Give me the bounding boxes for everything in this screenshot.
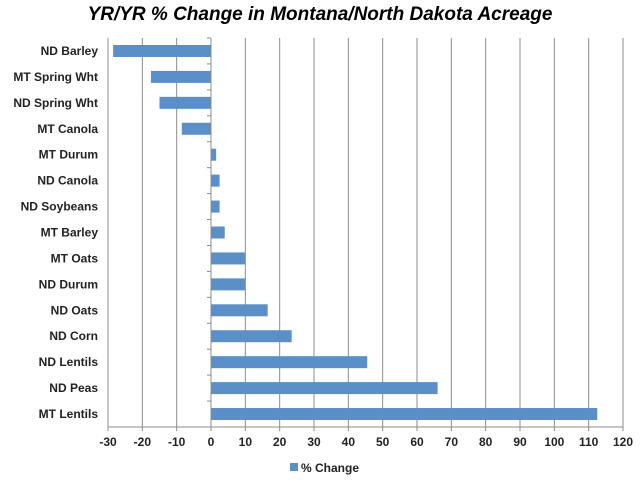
category-label: ND Soybeans	[21, 200, 99, 214]
x-tick-label: -10	[168, 435, 186, 449]
bar-mt-canola	[181, 122, 211, 135]
legend-label: % Change	[301, 461, 359, 475]
category-label: MT Lentils	[39, 407, 99, 421]
x-tick-label: 120	[613, 435, 633, 449]
x-tick-label: -20	[134, 435, 152, 449]
category-label: ND Peas	[49, 381, 98, 395]
x-tick-label: -30	[99, 435, 117, 449]
x-tick-label: 40	[342, 435, 356, 449]
category-label: MT Durum	[39, 148, 98, 162]
bar-mt-lentils	[211, 408, 598, 421]
bars	[113, 44, 598, 421]
category-label: MT Oats	[51, 251, 99, 265]
bar-mt-oats	[211, 252, 246, 265]
chart-title: YR/YR % Change in Montana/North Dakota A…	[87, 4, 553, 25]
bar-nd-corn	[211, 330, 292, 343]
x-tick-label: 50	[376, 435, 390, 449]
category-label: MT Barley	[41, 226, 99, 240]
category-label: ND Oats	[51, 303, 99, 317]
bar-nd-oats	[211, 304, 268, 317]
x-tick-label: 70	[445, 435, 459, 449]
category-label: ND Spring Wht	[13, 96, 98, 110]
bar-nd-canola	[211, 174, 220, 187]
x-tick-label: 0	[208, 435, 215, 449]
bar-mt-spring-wht	[150, 70, 211, 83]
x-tick-label: 110	[579, 435, 599, 449]
category-label: ND Canola	[37, 174, 98, 188]
legend: % Change	[290, 461, 359, 475]
x-tick-label: 80	[479, 435, 493, 449]
bar-nd-soybeans	[211, 200, 220, 213]
bar-mt-barley	[211, 226, 225, 239]
bar-nd-peas	[211, 382, 438, 395]
bar-nd-barley	[113, 44, 211, 57]
category-label: ND Barley	[41, 44, 99, 58]
x-tick-label: 100	[544, 435, 564, 449]
x-tick-label: 30	[307, 435, 321, 449]
category-label: ND Corn	[49, 329, 98, 343]
legend-swatch	[290, 463, 298, 471]
category-label: MT Canola	[37, 122, 98, 136]
bar-nd-lentils	[211, 356, 368, 369]
bar-nd-spring-wht	[159, 96, 211, 109]
category-labels: ND Barley MT Spring Wht ND Spring Wht MT Ca…	[13, 44, 98, 421]
grid-lines	[107, 38, 624, 427]
category-label: ND Durum	[39, 277, 98, 291]
tick-labels: -30 -20 -10 0 10 20 30 40 50 60 70 80 90 100 110 120	[99, 435, 633, 449]
x-tick-label: 90	[513, 435, 527, 449]
category-label: MT Spring Wht	[13, 70, 98, 84]
axes	[107, 37, 624, 431]
bar-mt-durum	[211, 148, 217, 161]
x-tick-label: 60	[410, 435, 424, 449]
category-label: ND Lentils	[39, 355, 99, 369]
bar-nd-durum	[211, 278, 246, 291]
x-tick-label: 20	[273, 435, 287, 449]
x-tick-label: 10	[239, 435, 253, 449]
